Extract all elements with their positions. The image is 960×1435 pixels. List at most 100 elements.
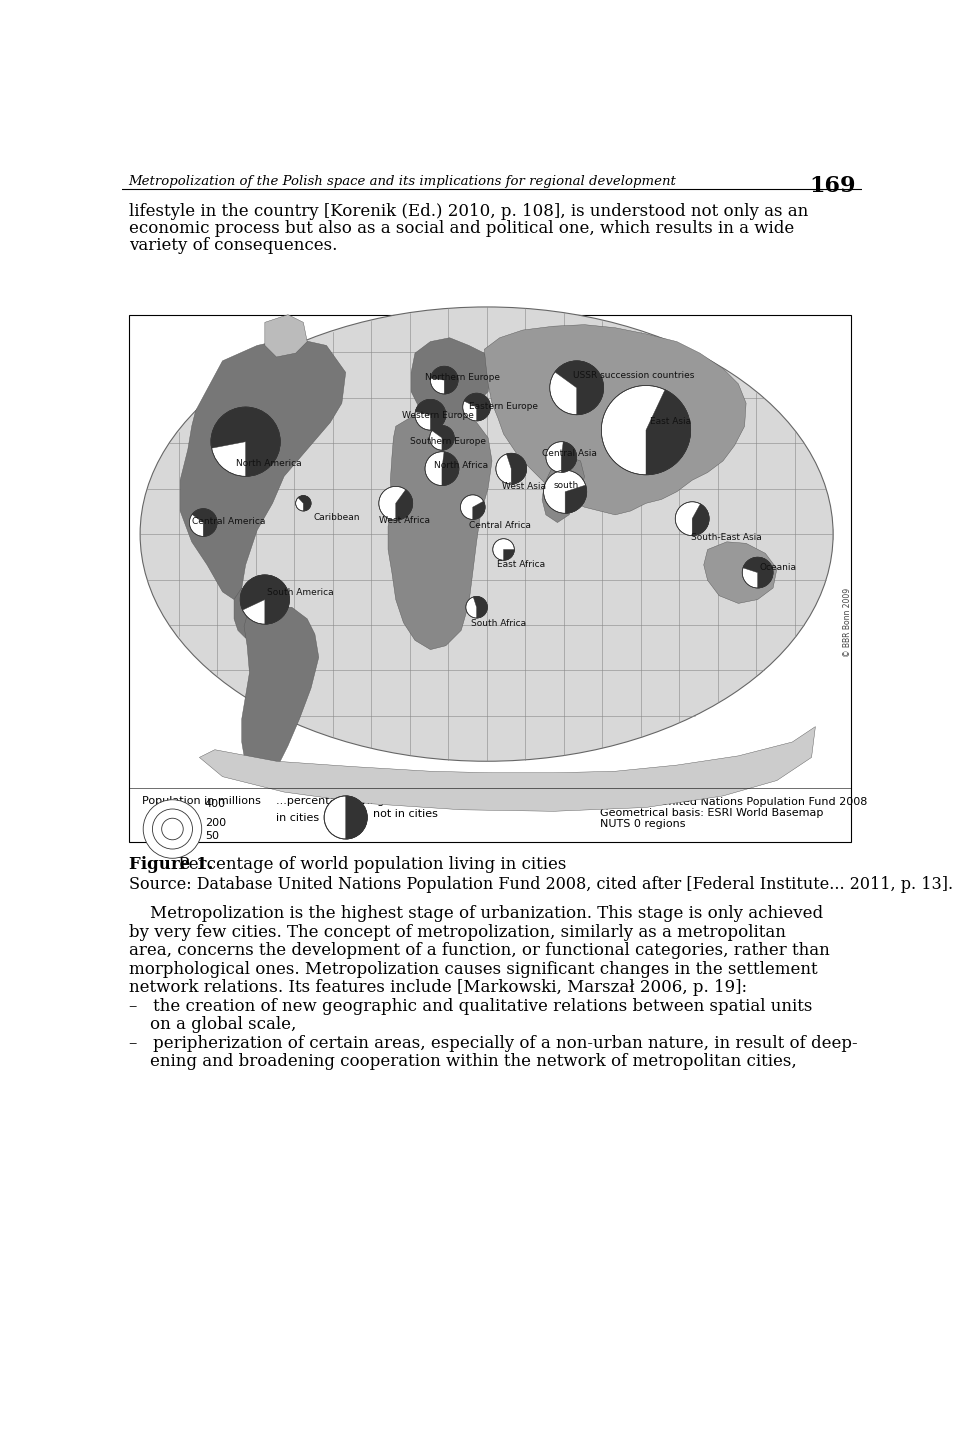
- Polygon shape: [388, 410, 492, 650]
- Text: Population in millions: Population in millions: [142, 796, 260, 806]
- Wedge shape: [432, 426, 454, 451]
- Wedge shape: [430, 366, 458, 395]
- Text: Southern Europe: Southern Europe: [410, 438, 487, 446]
- Text: Database: United Nations Population Fund 2008: Database: United Nations Population Fund…: [600, 798, 867, 808]
- Text: Geometrical basis: ESRI World Basemap: Geometrical basis: ESRI World Basemap: [600, 808, 823, 818]
- Circle shape: [189, 508, 217, 537]
- Text: in cities: in cities: [276, 812, 320, 822]
- Text: Central Africa: Central Africa: [468, 521, 531, 530]
- Text: Metropolization of the Polish space and its implications for regional developmen: Metropolization of the Polish space and …: [129, 175, 677, 188]
- Circle shape: [543, 471, 587, 514]
- Text: West Asia: West Asia: [502, 482, 546, 491]
- Text: North Africa: North Africa: [434, 461, 489, 469]
- Circle shape: [675, 502, 709, 535]
- Wedge shape: [473, 597, 488, 618]
- Text: East Africa: East Africa: [497, 560, 545, 568]
- Circle shape: [296, 495, 311, 511]
- Circle shape: [601, 386, 690, 475]
- Text: Metropolization is the highest stage of urbanization. This stage is only achieve: Metropolization is the highest stage of …: [129, 905, 823, 923]
- Wedge shape: [555, 360, 604, 415]
- Text: variety of consequences.: variety of consequences.: [129, 237, 337, 254]
- Text: Oceania: Oceania: [760, 563, 797, 571]
- Text: Caribbean: Caribbean: [313, 514, 360, 522]
- Text: Central Asia: Central Asia: [542, 449, 597, 458]
- Wedge shape: [646, 390, 690, 475]
- Text: ening and broadening cooperation within the network of metropolitan cities,: ening and broadening cooperation within …: [129, 1053, 796, 1071]
- Polygon shape: [704, 542, 777, 603]
- Wedge shape: [298, 495, 311, 511]
- Wedge shape: [416, 399, 445, 430]
- Text: Percentage of world population living in cities: Percentage of world population living in…: [173, 855, 566, 872]
- Polygon shape: [542, 458, 585, 522]
- Circle shape: [492, 538, 515, 560]
- Text: North America: North America: [236, 459, 302, 468]
- Circle shape: [430, 426, 454, 451]
- Wedge shape: [743, 557, 773, 588]
- Text: network relations. Its features include [Markowski, Marszał 2006, p. 19]:: network relations. Its features include …: [129, 979, 747, 996]
- Text: West Africa: West Africa: [379, 515, 430, 525]
- Text: 169: 169: [809, 175, 855, 197]
- Circle shape: [425, 452, 459, 485]
- Text: not in cities: not in cities: [373, 809, 439, 819]
- Text: on a global scale,: on a global scale,: [129, 1016, 296, 1033]
- Circle shape: [161, 818, 183, 839]
- Text: Western Europe: Western Europe: [402, 410, 474, 420]
- Text: East Asia: East Asia: [650, 418, 691, 426]
- Circle shape: [550, 360, 604, 415]
- Text: Northern Europe: Northern Europe: [425, 373, 500, 382]
- Circle shape: [211, 408, 280, 476]
- Circle shape: [496, 453, 527, 484]
- Wedge shape: [442, 452, 459, 485]
- Wedge shape: [692, 504, 709, 535]
- Polygon shape: [265, 314, 307, 357]
- Wedge shape: [562, 442, 577, 472]
- Polygon shape: [411, 337, 492, 419]
- Text: by very few cities. The concept of metropolization, similarly as a metropolitan: by very few cities. The concept of metro…: [129, 924, 785, 941]
- Circle shape: [240, 575, 290, 624]
- Circle shape: [466, 597, 488, 618]
- Text: 50: 50: [204, 831, 219, 841]
- Wedge shape: [192, 508, 217, 537]
- Text: morphological ones. Metropolization causes significant changes in the settlement: morphological ones. Metropolization caus…: [129, 960, 817, 977]
- Wedge shape: [346, 796, 368, 839]
- Ellipse shape: [140, 307, 833, 761]
- Wedge shape: [565, 485, 587, 514]
- Text: Central America: Central America: [192, 517, 265, 527]
- Text: 400: 400: [204, 799, 226, 808]
- Text: lifestyle in the country [Korenik (Ed.) 2010, p. 108], is understood not only as: lifestyle in the country [Korenik (Ed.) …: [129, 202, 807, 220]
- Text: economic process but also as a social and political one, which results in a wide: economic process but also as a social an…: [129, 220, 794, 237]
- Text: area, concerns the development of a function, or functional categories, rather t: area, concerns the development of a func…: [129, 943, 829, 959]
- Text: South America: South America: [267, 588, 334, 597]
- Text: © BBR Bonn 2009: © BBR Bonn 2009: [843, 588, 852, 657]
- Text: Source: Database United Nations Population Fund 2008, cited after [Federal Insti: Source: Database United Nations Populati…: [129, 875, 952, 893]
- Text: south: south: [554, 481, 579, 489]
- Circle shape: [324, 796, 368, 839]
- Circle shape: [379, 486, 413, 521]
- Circle shape: [742, 557, 773, 588]
- Text: Eastern Europe: Eastern Europe: [468, 402, 538, 410]
- Text: ...percentage living: ...percentage living: [276, 796, 385, 806]
- Circle shape: [461, 495, 485, 519]
- Circle shape: [546, 442, 577, 472]
- Polygon shape: [234, 588, 257, 639]
- Polygon shape: [180, 337, 346, 600]
- Text: –   peripherization of certain areas, especially of a non-urban nature, in resul: – peripherization of certain areas, espe…: [129, 1035, 857, 1052]
- Circle shape: [153, 809, 192, 850]
- Wedge shape: [472, 501, 485, 519]
- Text: Figure 1.: Figure 1.: [129, 855, 213, 872]
- Text: South Africa: South Africa: [471, 618, 526, 627]
- Circle shape: [415, 399, 445, 430]
- Wedge shape: [211, 408, 280, 476]
- Wedge shape: [240, 575, 290, 624]
- Wedge shape: [504, 550, 515, 560]
- Circle shape: [143, 799, 202, 858]
- Text: 200: 200: [204, 818, 226, 828]
- Wedge shape: [464, 393, 491, 420]
- Text: NUTS 0 regions: NUTS 0 regions: [600, 819, 685, 829]
- Wedge shape: [507, 453, 527, 484]
- Circle shape: [463, 393, 491, 420]
- Polygon shape: [200, 726, 815, 811]
- Circle shape: [430, 366, 458, 395]
- Text: USSR succession countries: USSR succession countries: [573, 370, 694, 380]
- Text: –   the creation of new geographic and qualitative relations between spatial uni: – the creation of new geographic and qua…: [129, 997, 812, 1015]
